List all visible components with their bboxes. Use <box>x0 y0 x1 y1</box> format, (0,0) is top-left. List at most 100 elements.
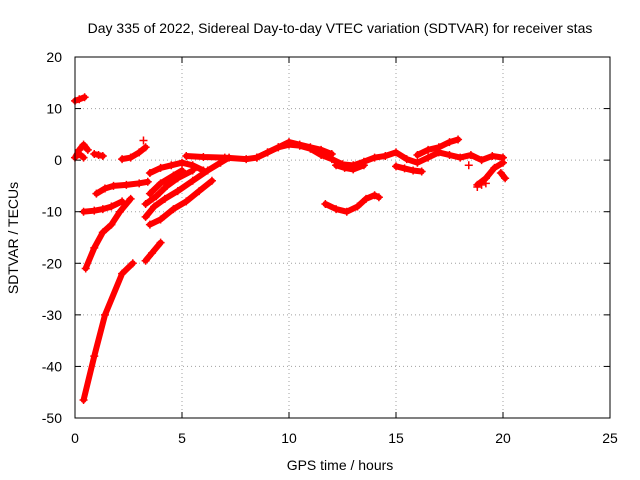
data-point <box>90 149 99 158</box>
data-point <box>409 166 418 175</box>
data-point <box>274 143 283 152</box>
series-line <box>142 154 233 220</box>
data-series <box>71 93 510 404</box>
data-point <box>126 194 135 203</box>
x-tick-label: 5 <box>178 430 186 446</box>
series-trace-01 <box>71 93 89 105</box>
data-point <box>150 202 159 211</box>
series-line <box>119 144 149 163</box>
y-tick-label: -20 <box>42 255 62 271</box>
data-point <box>400 164 409 173</box>
y-tick-label: 20 <box>46 49 62 65</box>
data-point <box>332 205 341 214</box>
series-trace-03 <box>75 149 88 162</box>
data-point <box>90 206 99 215</box>
data-point <box>195 187 204 196</box>
data-point <box>306 143 315 152</box>
grid-lines <box>75 57 610 418</box>
series-line <box>82 195 134 272</box>
data-point <box>188 161 197 170</box>
data-point <box>342 207 351 216</box>
data-point <box>145 169 154 178</box>
series-trace-04 <box>90 149 107 161</box>
data-point <box>156 179 165 188</box>
data-point <box>340 163 349 172</box>
data-point <box>126 153 135 162</box>
series-trace-13 <box>141 166 197 208</box>
data-point <box>135 148 144 157</box>
series-trace-20 <box>413 135 463 159</box>
series-trace-10 <box>141 238 165 265</box>
data-point <box>118 269 127 278</box>
data-point <box>107 220 116 229</box>
data-point <box>160 194 169 203</box>
data-point <box>424 145 433 154</box>
data-point <box>499 158 507 167</box>
data-point <box>98 152 107 161</box>
data-point <box>207 176 216 185</box>
data-point <box>83 145 92 154</box>
isolated-point <box>473 182 482 191</box>
data-point <box>362 194 371 203</box>
data-point <box>242 155 251 164</box>
series-trace-05 <box>118 143 150 164</box>
data-point <box>285 138 293 147</box>
data-point <box>145 189 154 198</box>
series-trace-14 <box>145 166 186 198</box>
axis-ticks: 0 5 10 15 20 25 20 10 0 -10 -20 -30 -40 -50 <box>42 49 618 446</box>
y-tick-label: -40 <box>42 358 62 374</box>
data-point <box>100 310 109 319</box>
data-point <box>445 150 454 159</box>
data-point <box>156 163 165 172</box>
x-axis-label: GPS time / hours <box>287 457 394 473</box>
data-point <box>477 156 486 165</box>
data-point <box>141 199 150 208</box>
data-point <box>141 212 150 221</box>
data-point <box>381 152 390 161</box>
data-point <box>263 148 272 157</box>
y-axis-label: SDTVAR / TECUs <box>5 182 21 294</box>
x-tick-label: 20 <box>495 430 511 446</box>
data-point <box>178 158 186 167</box>
series-line <box>393 163 425 175</box>
plot-frame <box>74 56 611 419</box>
data-point <box>100 184 109 193</box>
y-tick-label: 0 <box>54 152 62 168</box>
data-point <box>252 153 261 162</box>
data-point <box>402 155 411 164</box>
data-point <box>317 145 326 154</box>
isolated-point <box>481 179 490 188</box>
series-trace-23 <box>496 169 510 183</box>
series-trace-09 <box>92 177 152 198</box>
data-point <box>370 153 379 162</box>
data-point <box>115 207 124 216</box>
data-point <box>220 153 229 162</box>
y-tick-label: -30 <box>42 307 62 323</box>
data-point <box>413 150 422 159</box>
data-point <box>79 140 88 149</box>
isolated-point <box>477 180 486 189</box>
series-line <box>333 162 367 173</box>
series-trace-08 <box>79 197 127 216</box>
data-point <box>413 158 422 167</box>
data-point <box>80 93 89 102</box>
data-point <box>94 150 103 159</box>
data-point <box>141 143 150 152</box>
data-point <box>424 153 433 162</box>
chart-title: Day 335 of 2022, Sidereal Day-to-day VTE… <box>88 20 593 36</box>
x-tick-label: 0 <box>71 430 79 446</box>
data-point <box>163 181 172 190</box>
data-point <box>118 197 127 206</box>
isolated-point <box>139 136 148 145</box>
data-point <box>98 228 107 237</box>
data-point <box>90 352 99 361</box>
data-point <box>169 205 178 214</box>
data-point <box>359 161 368 170</box>
data-point <box>128 259 137 268</box>
data-point <box>374 193 383 202</box>
data-point <box>156 238 165 247</box>
data-point <box>417 167 426 176</box>
data-point <box>188 176 197 185</box>
x-tick-label: 25 <box>602 430 618 446</box>
data-point <box>143 177 152 186</box>
